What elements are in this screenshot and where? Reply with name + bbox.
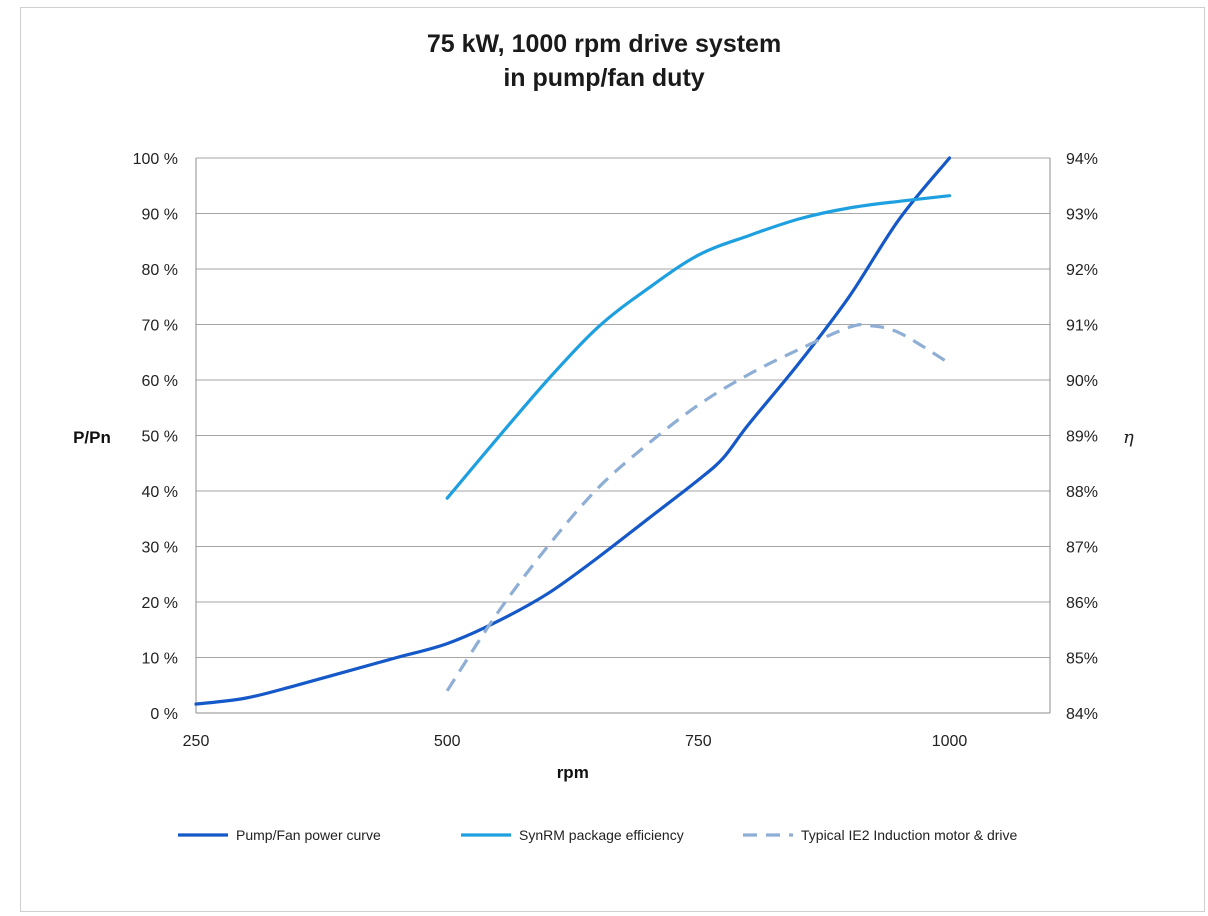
- chart-title-line-1: 75 kW, 1000 rpm drive system: [426, 30, 782, 58]
- y-axis-title: P/Pn: [73, 428, 111, 447]
- y2-tick-label: 91%: [1066, 318, 1098, 335]
- y-tick-label: 50 %: [142, 429, 178, 446]
- y2-tick-label: 85%: [1066, 651, 1098, 668]
- chart-title-line-2: in pump/fan duty: [503, 64, 705, 92]
- y-tick-label: 40 %: [142, 484, 178, 501]
- y2-axis-title: η: [1123, 427, 1134, 448]
- y-tick-label: 100 %: [133, 151, 178, 168]
- series-synrm-package-efficiency: [445, 194, 952, 500]
- legend-label: SynRM package efficiency: [519, 827, 684, 843]
- y2-tick-label: 87%: [1066, 540, 1098, 557]
- legend-label: Pump/Fan power curve: [236, 827, 381, 843]
- y-tick-label: 20 %: [142, 595, 178, 612]
- y2-tick-label: 92%: [1066, 262, 1098, 279]
- y2-tick-label: 94%: [1066, 151, 1098, 168]
- x-axis-title: rpm: [557, 763, 589, 782]
- series-ie2-induction-motor-drive: [445, 323, 951, 692]
- y-tick-label: 80 %: [142, 262, 178, 279]
- y-tick-label: 10 %: [142, 651, 178, 668]
- y2-tick-label: 90%: [1066, 373, 1098, 390]
- y2-tick-label: 89%: [1066, 429, 1098, 446]
- y-tick-label: 30 %: [142, 540, 178, 557]
- y-tick-label: 60 %: [142, 373, 178, 390]
- y-tick-label: 0 %: [150, 706, 178, 723]
- y2-tick-label: 88%: [1066, 484, 1098, 501]
- x-tick-label: 1000: [932, 733, 968, 750]
- x-tick-label: 250: [183, 733, 210, 750]
- series-pump-fan-power-curve: [194, 156, 952, 706]
- y2-tick-label: 86%: [1066, 595, 1098, 612]
- y2-tick-label: 93%: [1066, 207, 1098, 224]
- legend-label: Typical IE2 Induction motor & drive: [801, 827, 1018, 843]
- x-tick-label: 500: [434, 733, 461, 750]
- x-tick-label: 750: [685, 733, 712, 750]
- y-tick-label: 70 %: [142, 318, 178, 335]
- y2-tick-label: 84%: [1066, 706, 1098, 723]
- y-tick-label: 90 %: [142, 207, 178, 224]
